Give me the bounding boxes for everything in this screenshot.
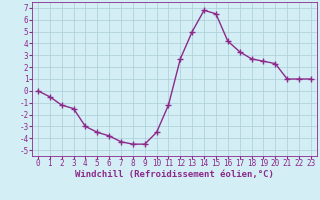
X-axis label: Windchill (Refroidissement éolien,°C): Windchill (Refroidissement éolien,°C) [75,170,274,179]
